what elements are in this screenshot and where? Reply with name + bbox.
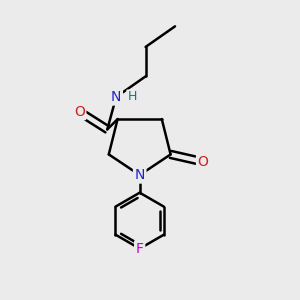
Text: N: N [111, 90, 121, 104]
Text: F: F [136, 242, 144, 256]
Text: H: H [127, 91, 137, 103]
Text: O: O [74, 105, 85, 119]
Text: N: N [134, 168, 145, 182]
Text: O: O [198, 155, 208, 169]
